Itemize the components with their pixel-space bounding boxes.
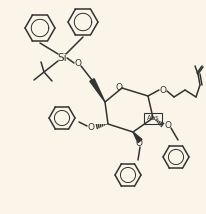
Polygon shape [90,79,105,102]
FancyBboxPatch shape [144,113,162,123]
Text: Si: Si [57,53,67,63]
Text: Abs: Abs [147,115,159,121]
Text: O: O [136,140,143,149]
Polygon shape [133,132,142,143]
Text: O: O [159,86,166,95]
Text: O: O [116,83,123,92]
Text: O: O [75,58,82,67]
Text: O: O [165,122,172,131]
Text: O: O [88,122,95,131]
